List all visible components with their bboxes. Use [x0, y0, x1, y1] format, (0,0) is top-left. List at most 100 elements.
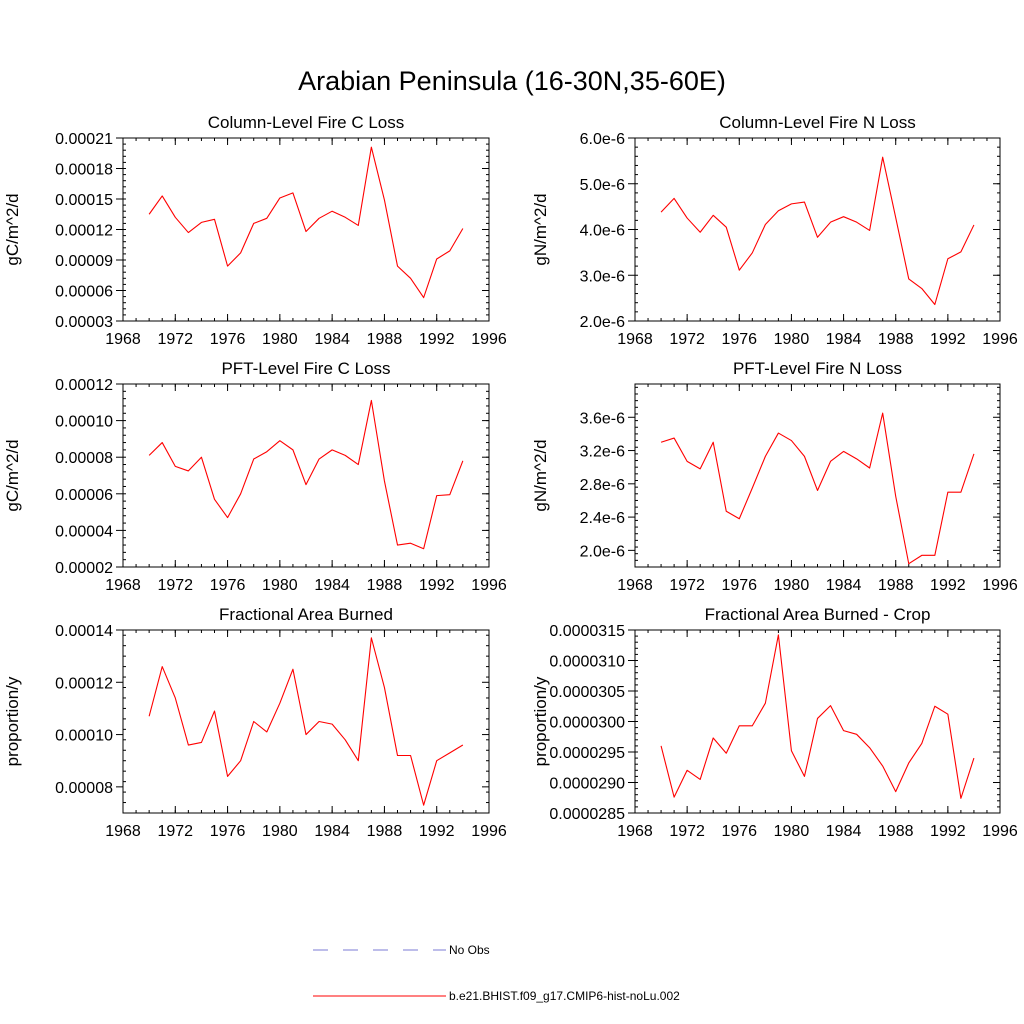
series-line — [660, 412, 975, 565]
x-tick-label: 1984 — [314, 577, 350, 594]
x-tick-label: 1980 — [774, 577, 810, 594]
x-tick-label: 1984 — [826, 823, 862, 840]
x-tick-label: 1992 — [419, 331, 455, 348]
y-tick-label: 4.0e-6 — [580, 223, 625, 240]
y-tick-label: 2.8e-6 — [580, 477, 625, 494]
x-tick-label: 1968 — [617, 577, 653, 594]
figure-title: Arabian Peninsula (16-30N,35-60E) — [298, 66, 726, 96]
x-tick-label: 1972 — [157, 331, 193, 348]
panel-title: Column-Level Fire C Loss — [208, 113, 405, 132]
chart-panel: 1968 1972 1976 1980 1984 1988 1992 1996 0.00008 0… — [3, 605, 507, 840]
chart-panel: 1968 1972 1976 1980 1984 1988 1992 1996 0.000028… — [531, 605, 1018, 840]
x-tick-label: 1996 — [982, 331, 1018, 348]
x-tick-label: 1984 — [314, 823, 350, 840]
y-tick-label: 0.00009 — [55, 253, 113, 270]
y-tick-label: 0.00012 — [55, 675, 113, 692]
y-axis-label: gC/m^2/d — [3, 439, 22, 511]
y-tick-label: 2.0e-6 — [580, 543, 625, 560]
x-tick-label: 1996 — [471, 577, 507, 594]
panel-title: Fractional Area Burned - Crop — [705, 605, 931, 624]
chart-panel: 1968 1972 1976 1980 1984 1988 1992 1996 0.00002 0… — [3, 359, 507, 594]
y-tick-label: 2.0e-6 — [580, 314, 625, 331]
x-tick-label: 1996 — [982, 823, 1018, 840]
y-tick-label: 2.4e-6 — [580, 510, 625, 527]
y-tick-label: 0.00018 — [55, 162, 113, 179]
x-tick-label: 1992 — [419, 577, 455, 594]
x-tick-label: 1988 — [367, 577, 403, 594]
y-tick-label: 0.00006 — [55, 284, 113, 301]
y-axis-label: gN/m^2/d — [531, 439, 550, 511]
plot-frame — [634, 137, 1001, 322]
x-tick-label: 1972 — [669, 577, 705, 594]
x-tick-label: 1980 — [774, 823, 810, 840]
plot-frame — [122, 629, 490, 814]
y-tick-label: 6.0e-6 — [580, 131, 625, 148]
x-tick-label: 1976 — [210, 823, 246, 840]
plot-frame — [634, 629, 1001, 814]
chart-panel: 1968 1972 1976 1980 1984 1988 1992 1996 0.00003 0… — [3, 113, 507, 348]
chart-panel: 1968 1972 1976 1980 1984 1988 1992 1996 2.0e-6 3.… — [531, 113, 1018, 348]
y-tick-label: 0.00008 — [55, 780, 113, 797]
y-tick-label: 0.00014 — [55, 623, 113, 640]
y-tick-label: 3.6e-6 — [580, 410, 625, 427]
x-tick-label: 1968 — [617, 331, 653, 348]
x-tick-label: 1968 — [105, 823, 141, 840]
y-tick-label: 0.00015 — [55, 192, 113, 209]
x-tick-label: 1968 — [617, 823, 653, 840]
x-tick-label: 1992 — [930, 823, 966, 840]
x-tick-label: 1988 — [878, 577, 914, 594]
x-tick-label: 1996 — [471, 331, 507, 348]
x-tick-label: 1988 — [878, 823, 914, 840]
y-tick-label: 3.2e-6 — [580, 444, 625, 461]
panel-title: Column-Level Fire N Loss — [719, 113, 916, 132]
x-tick-label: 1976 — [721, 577, 757, 594]
series-line — [148, 146, 464, 299]
legend: No Obs b.e21.BHIST.f09_g17.CMIP6-hist-noL… — [313, 943, 680, 1003]
chart-panel: 1968 1972 1976 1980 1984 1988 1992 1996 2.0e-6 2.… — [531, 359, 1018, 594]
x-tick-label: 1976 — [210, 577, 246, 594]
series-line — [148, 399, 464, 550]
y-tick-label: 0.00010 — [55, 728, 113, 745]
y-axis-label: gC/m^2/d — [3, 193, 22, 265]
x-tick-label: 1968 — [105, 577, 141, 594]
y-tick-label: 0.00002 — [55, 560, 113, 577]
y-tick-label: 0.0000285 — [549, 806, 625, 823]
x-tick-label: 1972 — [669, 331, 705, 348]
x-tick-label: 1972 — [157, 577, 193, 594]
plot-frame — [634, 383, 1001, 568]
y-tick-label: 0.0000305 — [549, 684, 625, 701]
y-tick-label: 0.00006 — [55, 487, 113, 504]
y-tick-label: 0.00008 — [55, 450, 113, 467]
x-tick-label: 1980 — [262, 331, 298, 348]
legend-label: b.e21.BHIST.f09_g17.CMIP6-hist-noLu.002 — [449, 989, 680, 1003]
y-axis-label: gN/m^2/d — [531, 193, 550, 265]
x-tick-label: 1992 — [419, 823, 455, 840]
x-tick-label: 1988 — [367, 823, 403, 840]
y-tick-label: 0.00012 — [55, 377, 113, 394]
legend-label: No Obs — [449, 943, 490, 957]
y-tick-label: 0.0000300 — [549, 715, 625, 732]
x-tick-label: 1984 — [314, 331, 350, 348]
x-tick-label: 1984 — [826, 331, 862, 348]
y-tick-label: 0.00003 — [55, 314, 113, 331]
plot-frame — [122, 137, 490, 322]
x-tick-label: 1988 — [367, 331, 403, 348]
y-tick-label: 0.0000290 — [549, 776, 625, 793]
panel-title: Fractional Area Burned — [219, 605, 393, 624]
y-tick-label: 0.00010 — [55, 414, 113, 431]
panel-title: PFT-Level Fire N Loss — [733, 359, 902, 378]
y-tick-label: 3.0e-6 — [580, 268, 625, 285]
x-tick-label: 1984 — [826, 577, 862, 594]
series-line — [660, 156, 975, 306]
y-tick-label: 0.0000315 — [549, 623, 625, 640]
y-tick-label: 0.00021 — [55, 131, 113, 148]
x-tick-label: 1972 — [157, 823, 193, 840]
y-tick-label: 0.0000310 — [549, 654, 625, 671]
x-tick-label: 1992 — [930, 577, 966, 594]
y-tick-label: 0.00004 — [55, 523, 113, 540]
x-tick-label: 1976 — [721, 331, 757, 348]
x-tick-label: 1972 — [669, 823, 705, 840]
y-axis-label: proportion/y — [3, 676, 22, 766]
